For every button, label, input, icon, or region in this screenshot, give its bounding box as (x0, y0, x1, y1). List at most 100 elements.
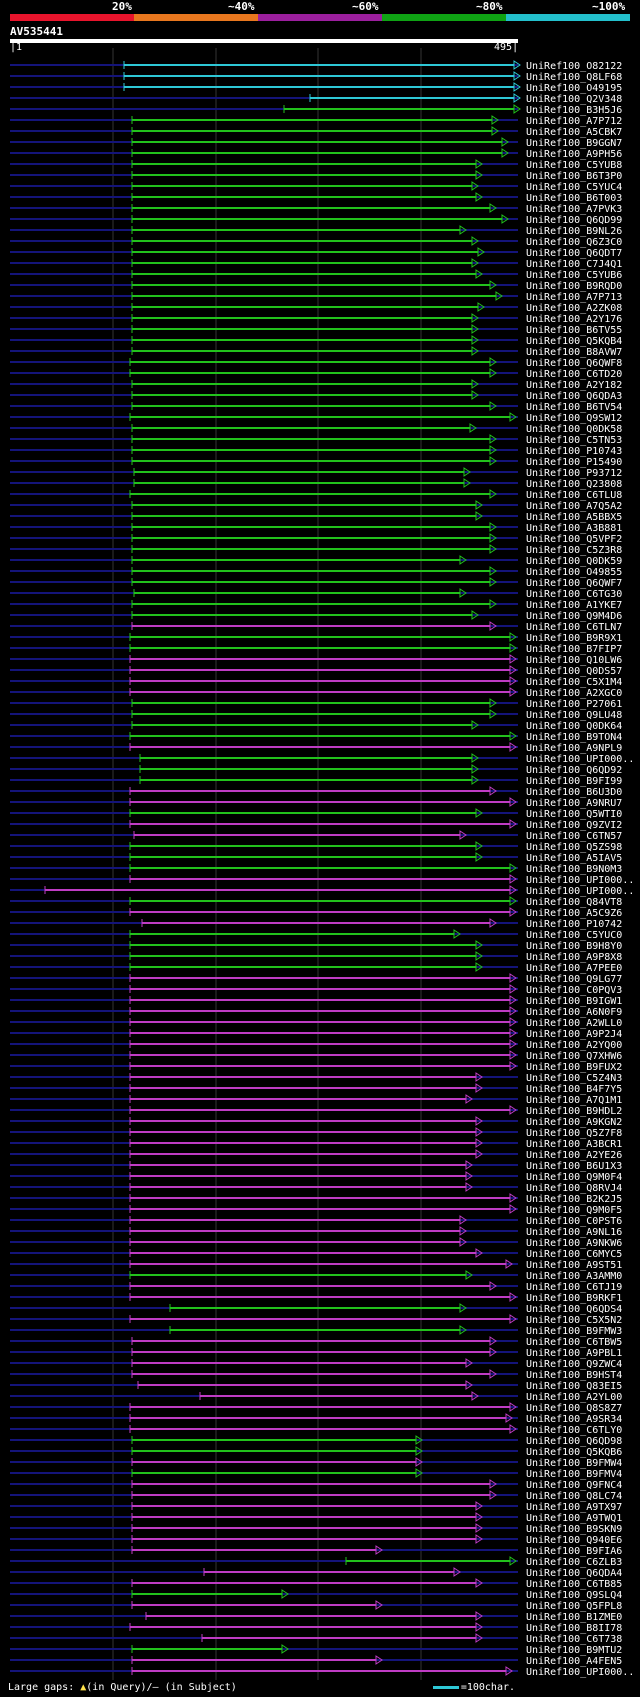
hit-row[interactable]: UniRef100_Q9M0F5 (10, 1204, 622, 1216)
hit-row[interactable]: UniRef100_C6TG30 (10, 588, 622, 600)
hit-row[interactable]: UniRef100_B9N0M3 (10, 863, 622, 875)
hit-row[interactable]: UniRef100_B9RQD0 (10, 280, 622, 292)
hit-label[interactable]: UniRef100_A7PVK3 (526, 204, 622, 215)
hit-label[interactable]: UniRef100_C6TG30 (526, 589, 622, 600)
hit-row[interactable]: UniRef100_Q9LG77 (10, 973, 622, 985)
hit-row[interactable]: UniRef100_B6TV54 (10, 401, 622, 413)
hit-label[interactable]: UniRef100_B9FUX2 (526, 1062, 622, 1073)
hit-row[interactable]: UniRef100_C5TN53 (10, 434, 622, 446)
hit-row[interactable]: UniRef100_P93712 (10, 467, 622, 479)
hit-label[interactable]: UniRef100_Q6QD98 (526, 1436, 622, 1447)
hit-label[interactable]: UniRef100_B4F7Y5 (526, 1084, 622, 1095)
hit-row[interactable]: UniRef100_A3AMM0 (10, 1270, 622, 1282)
hit-label[interactable]: UniRef100_Q5ZS98 (526, 842, 622, 853)
hit-row[interactable]: UniRef100_B9FMV4 (10, 1468, 622, 1480)
hit-label[interactable]: UniRef100_B8II78 (526, 1623, 622, 1634)
hit-label[interactable]: UniRef100_A2Y182 (526, 380, 622, 391)
hit-row[interactable]: UniRef100_C5X1M4 (10, 676, 622, 688)
hit-label[interactable]: UniRef100_C0PQV3 (526, 985, 622, 996)
hit-label[interactable]: UniRef100_B6T3P0 (526, 171, 622, 182)
hit-row[interactable]: UniRef100_Q8S8Z7 (10, 1402, 622, 1414)
hit-row[interactable]: UniRef100_B9IGW1 (10, 995, 622, 1007)
hit-row[interactable]: UniRef100_B9FI99 (10, 775, 622, 787)
hit-row[interactable]: UniRef100_P10742 (10, 918, 622, 930)
hit-row[interactable]: UniRef100_A7Q1M1 (10, 1094, 622, 1106)
hit-row[interactable]: UniRef100_C6TN57 (10, 830, 622, 842)
hit-label[interactable]: UniRef100_Q9SW12 (526, 413, 622, 424)
hit-label[interactable]: UniRef100_A1YKE7 (526, 600, 622, 611)
hit-label[interactable]: UniRef100_B3H5J6 (526, 105, 622, 116)
hit-row[interactable]: UniRef100_B8II78 (10, 1622, 622, 1634)
hit-label[interactable]: UniRef100_Q9FNC4 (526, 1480, 622, 1491)
hit-row[interactable]: UniRef100_Q0DK64 (10, 720, 622, 732)
hit-row[interactable]: UniRef100_Q9M4D6 (10, 610, 622, 622)
hit-row[interactable]: UniRef100_A9KGN2 (10, 1116, 622, 1128)
hit-label[interactable]: UniRef100_A2XGC0 (526, 688, 622, 699)
hit-row[interactable]: UniRef100_A5BBX5 (10, 511, 622, 523)
hit-row[interactable]: UniRef100_B6U1X3 (10, 1160, 622, 1172)
hit-row[interactable]: UniRef100_A2YQ00 (10, 1039, 622, 1051)
hit-label[interactable]: UniRef100_A5BBX5 (526, 512, 622, 523)
hit-row[interactable]: UniRef100_B4F7Y5 (10, 1083, 622, 1095)
hit-row[interactable]: UniRef100_B9RKF1 (10, 1292, 622, 1304)
hit-label[interactable]: UniRef100_C6TLN7 (526, 622, 622, 633)
hit-row[interactable]: UniRef100_A2Y176 (10, 313, 622, 325)
hit-row[interactable]: UniRef100_B6T3P0 (10, 170, 622, 182)
hit-label[interactable]: UniRef100_Q10LW6 (526, 655, 622, 666)
hit-label[interactable]: UniRef100_A9TX97 (526, 1502, 622, 1513)
hit-label[interactable]: UniRef100_UPI000.. (526, 1667, 634, 1678)
hit-row[interactable]: UniRef100_Q9ZWC4 (10, 1358, 622, 1370)
hit-label[interactable]: UniRef100_C5X1M4 (526, 677, 622, 688)
hit-row[interactable]: UniRef100_Q6QDA4 (10, 1567, 622, 1579)
hit-row[interactable]: UniRef100_Q8LC74 (10, 1490, 622, 1502)
hit-label[interactable]: UniRef100_A7Q5A2 (526, 501, 622, 512)
hit-row[interactable]: UniRef100_Q0DS57 (10, 665, 622, 677)
hit-label[interactable]: UniRef100_UPI000.. (526, 875, 634, 886)
hit-row[interactable]: UniRef100_C0PST6 (10, 1215, 622, 1227)
hit-label[interactable]: UniRef100_B1ZME0 (526, 1612, 622, 1623)
hit-label[interactable]: UniRef100_A2ZK08 (526, 303, 622, 314)
hit-label[interactable]: UniRef100_B9FMW3 (526, 1326, 622, 1337)
hit-row[interactable]: UniRef100_O49195 (10, 82, 622, 94)
hit-row[interactable]: UniRef100_C5X5N2 (10, 1314, 622, 1326)
hit-label[interactable]: UniRef100_B9IGW1 (526, 996, 622, 1007)
hit-row[interactable]: UniRef100_B9MTU2 (10, 1644, 622, 1656)
hit-label[interactable]: UniRef100_B9RQD0 (526, 281, 622, 292)
hit-row[interactable]: UniRef100_A9PBL1 (10, 1347, 622, 1359)
hit-row[interactable]: UniRef100_P15490 (10, 456, 622, 468)
hit-label[interactable]: UniRef100_C5Z4N3 (526, 1073, 622, 1084)
hit-label[interactable]: UniRef100_Q5KQB4 (526, 336, 622, 347)
hit-row[interactable]: UniRef100_UPI000.. (10, 1666, 634, 1678)
hit-row[interactable]: UniRef100_Q5FPL8 (10, 1600, 622, 1612)
hit-row[interactable]: UniRef100_A7Q5A2 (10, 500, 622, 512)
hit-row[interactable]: UniRef100_A9TX97 (10, 1501, 622, 1513)
hit-label[interactable]: UniRef100_Q6QDT7 (526, 248, 622, 259)
hit-label[interactable]: UniRef100_C6MYC5 (526, 1249, 622, 1260)
hit-label[interactable]: UniRef100_Q9LU48 (526, 710, 622, 721)
hit-row[interactable]: UniRef100_B1ZME0 (10, 1611, 622, 1623)
hit-label[interactable]: UniRef100_A5IAV5 (526, 853, 622, 864)
hit-row[interactable]: UniRef100_P27061 (10, 698, 622, 710)
hit-label[interactable]: UniRef100_B9HDL2 (526, 1106, 622, 1117)
hit-row[interactable]: UniRef100_B2K2J5 (10, 1193, 622, 1205)
hit-label[interactable]: UniRef100_Q9SLQ4 (526, 1590, 622, 1601)
hit-row[interactable]: UniRef100_B9FUX2 (10, 1061, 622, 1073)
hit-label[interactable]: UniRef100_Q84VT8 (526, 897, 622, 908)
hit-row[interactable]: UniRef100_A7PEE0 (10, 962, 622, 974)
hit-row[interactable]: UniRef100_Q9FNC4 (10, 1479, 622, 1491)
hit-row[interactable]: UniRef100_B9FMW3 (10, 1325, 622, 1337)
hit-label[interactable]: UniRef100_Q6QWF8 (526, 358, 622, 369)
hit-row[interactable]: UniRef100_A6N0F9 (10, 1006, 622, 1018)
hit-label[interactable]: UniRef100_Q9ZWC4 (526, 1359, 622, 1370)
hit-row[interactable]: UniRef100_Q83EI5 (10, 1380, 622, 1392)
hit-row[interactable]: UniRef100_A4FEN5 (10, 1655, 622, 1667)
hit-row[interactable]: UniRef100_A9TWQ1 (10, 1512, 622, 1524)
hit-row[interactable]: UniRef100_Q2V348 (10, 93, 622, 105)
hit-row[interactable]: UniRef100_Q9SLQ4 (10, 1589, 622, 1601)
hit-row[interactable]: UniRef100_B9HDL2 (10, 1105, 622, 1117)
hit-label[interactable]: UniRef100_Q5KQB6 (526, 1447, 622, 1458)
hit-row[interactable]: UniRef100_B9H8Y0 (10, 940, 622, 952)
hit-label[interactable]: UniRef100_B9R9X1 (526, 633, 622, 644)
hit-label[interactable]: UniRef100_B6T003 (526, 193, 622, 204)
hit-label[interactable]: UniRef100_A3B881 (526, 523, 622, 534)
